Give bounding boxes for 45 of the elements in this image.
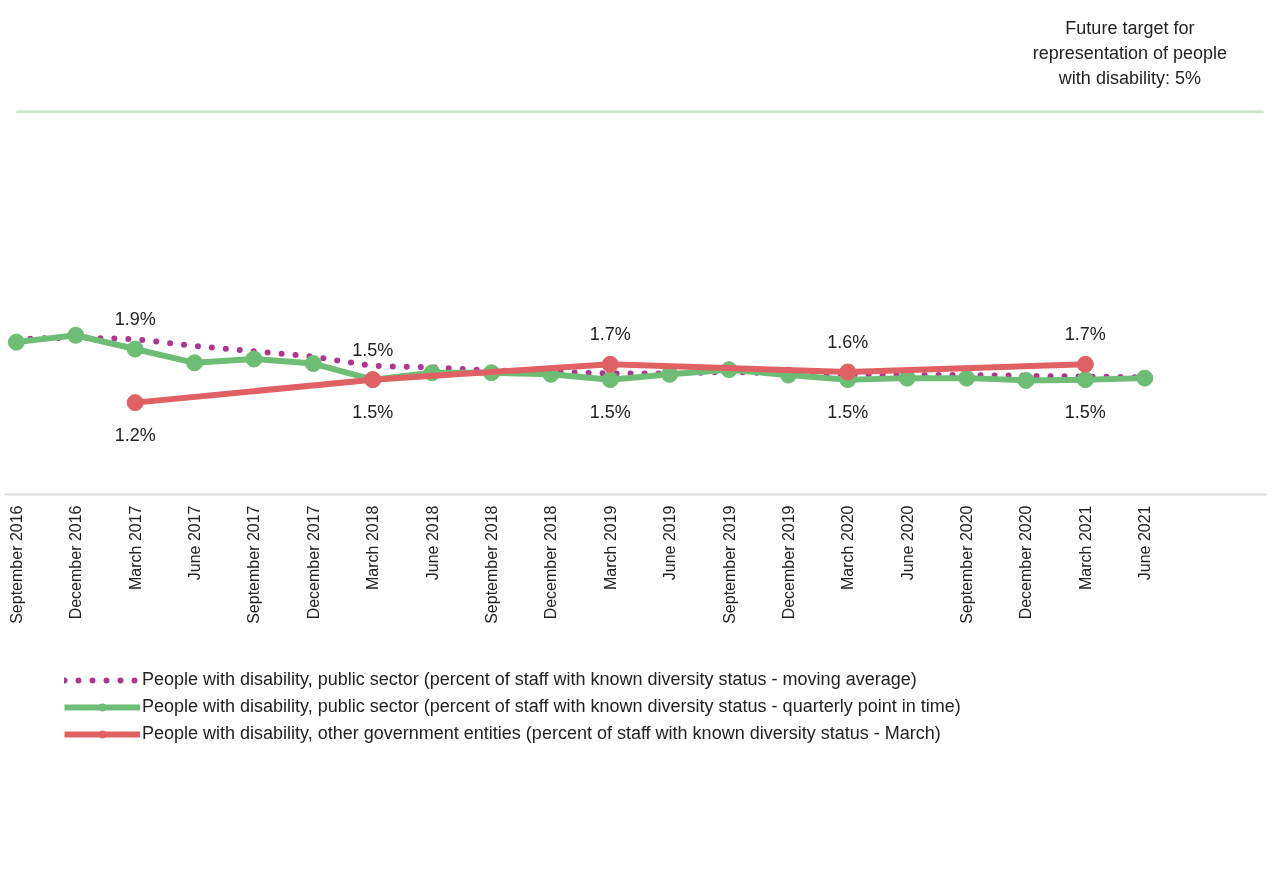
data-label: 1.9%	[114, 309, 156, 330]
data-label: 1.6%	[827, 332, 869, 352]
x-tick-label: March 2020	[839, 505, 857, 590]
x-tick-label: September 2020	[958, 505, 976, 624]
x-tick-label: December 2018	[542, 505, 560, 620]
x-tick-label: December 2020	[1017, 505, 1035, 620]
point	[67, 326, 85, 344]
point	[7, 333, 25, 351]
point	[126, 340, 144, 358]
x-tick-label: September 2019	[720, 505, 738, 624]
legend-label: People with disability, public sector (percent of staff with known diversity status - quarterly point in time)	[142, 696, 961, 717]
data-label: 1.5%	[352, 401, 394, 422]
ref-line-label: Future target for representation of people with disability: 5%	[1032, 17, 1227, 88]
point	[245, 350, 263, 368]
point	[601, 371, 619, 389]
data-label: 1.7%	[589, 324, 631, 345]
x-tick-label: December 2016	[67, 505, 85, 620]
point	[1076, 371, 1094, 389]
data-label: 1.5%	[827, 401, 869, 422]
data-label: 1.2%	[114, 424, 156, 445]
legend-label: People with disability, other government entities (percent of staff with known diversity status - March)	[142, 723, 941, 744]
point	[1017, 371, 1035, 389]
x-tick-label: December 2017	[304, 505, 322, 620]
x-tick-label: June 2018	[423, 505, 441, 581]
point	[1136, 369, 1154, 387]
x-tick-label: December 2019	[779, 505, 797, 620]
x-tick-label: June 2019	[661, 505, 679, 581]
x-tick-label: June 2020	[898, 505, 916, 581]
point	[958, 369, 976, 387]
x-tick-label: September 2018	[482, 505, 500, 624]
x-tick-label: March 2017	[126, 505, 144, 590]
x-tick-label: March 2019	[601, 505, 619, 590]
x-tick-label: March 2018	[364, 505, 382, 590]
legend-label: People with disability, public sector (percent of staff with known diversity status - moving average)	[142, 669, 917, 690]
x-tick-label: September 2017	[245, 505, 263, 624]
x-tick-label: June 2021	[1136, 505, 1154, 581]
data-label: 1.5%	[589, 401, 631, 422]
x-tick-label: June 2017	[186, 505, 204, 581]
data-label: 1.5%	[352, 339, 394, 360]
x-tick-label: September 2016	[7, 505, 25, 624]
data-label: 1.5%	[1064, 401, 1106, 422]
x-tick-label: March 2021	[1076, 505, 1094, 590]
data-label: 1.7%	[1064, 324, 1106, 345]
point	[304, 355, 322, 373]
point	[186, 354, 204, 372]
